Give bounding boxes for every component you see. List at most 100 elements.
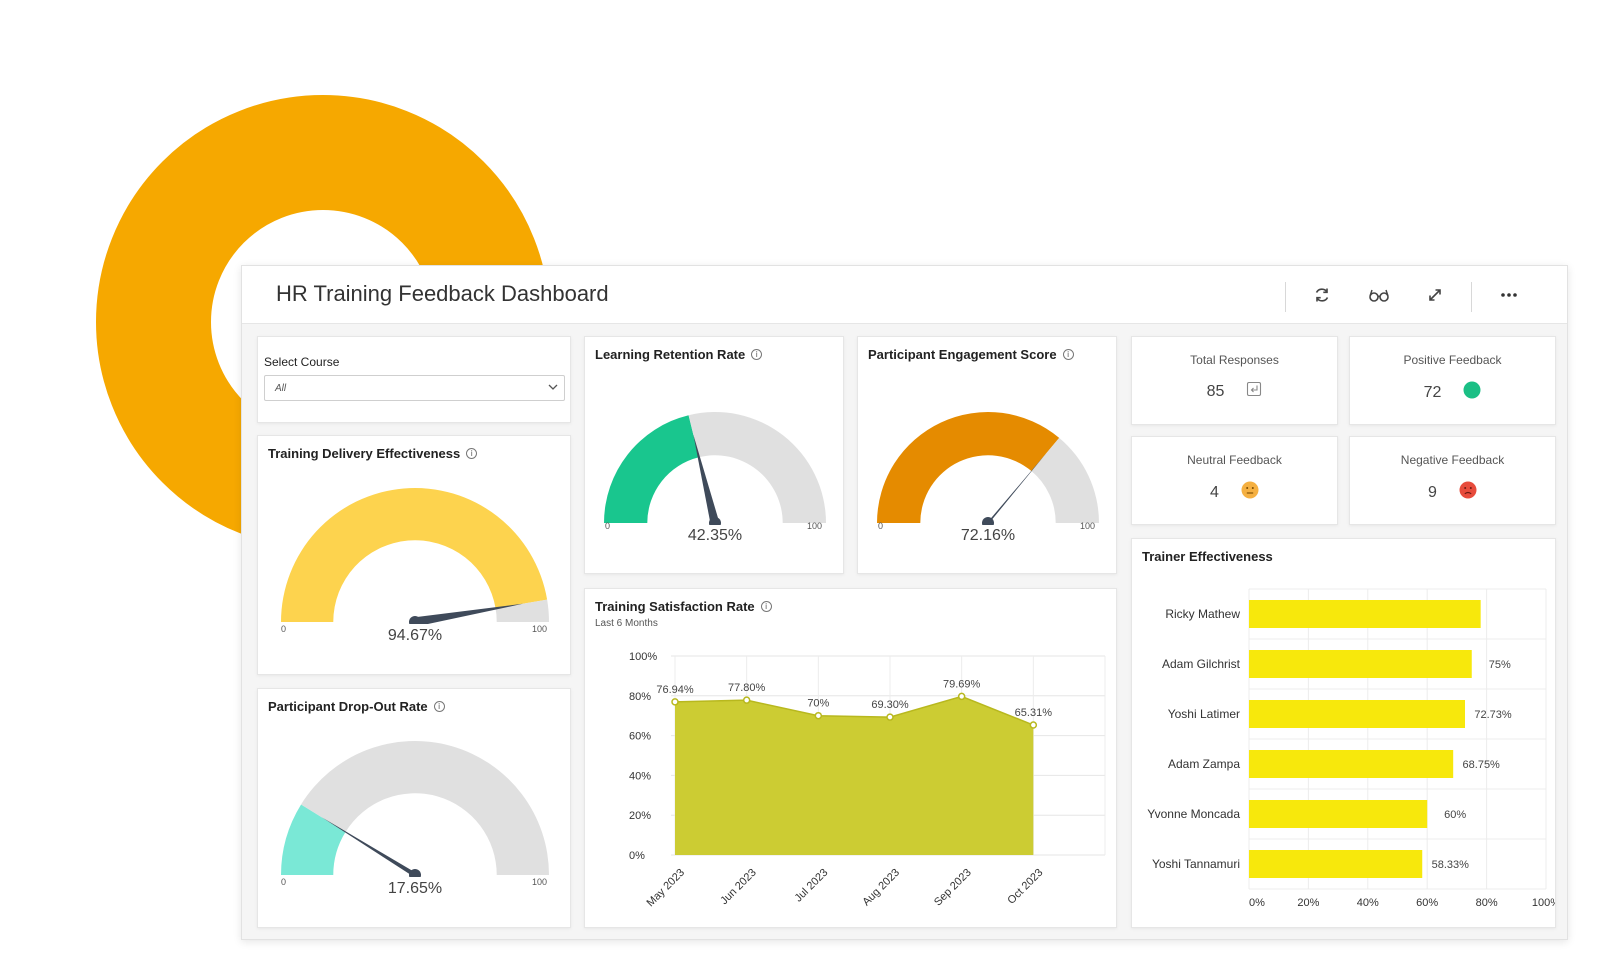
card-title-text: Participant Engagement Score <box>868 347 1057 362</box>
satisfaction-rate-title: Training Satisfaction Rate i <box>595 599 772 614</box>
neutral-face-icon <box>1241 481 1259 504</box>
info-icon[interactable]: i <box>751 349 763 360</box>
gauge-max-label: 100 <box>532 877 548 887</box>
delivery-gauge <box>281 488 549 624</box>
kpi-row: 72 <box>1350 381 1555 404</box>
glasses-icon[interactable] <box>1367 283 1391 307</box>
data-point[interactable] <box>742 696 751 704</box>
data-point[interactable] <box>671 698 679 706</box>
data-label: 68.75% <box>1463 759 1501 771</box>
course-select-value: All <box>275 383 287 394</box>
data-label: 65.31% <box>1015 707 1053 719</box>
satisfaction-line <box>674 695 1034 726</box>
data-label: 75% <box>1489 659 1511 671</box>
title-bar: HR Training Feedback Dashboard <box>242 266 1567 324</box>
info-icon[interactable]: i <box>1062 349 1074 360</box>
retention-gauge-value: 42.35% <box>687 527 743 544</box>
dashboard-window: HR Training Feedback Dashboard Select Co… <box>241 265 1568 940</box>
toolbar-divider <box>1471 282 1472 312</box>
x-tick-label: Jul 2023 <box>793 867 831 905</box>
kpi-row: 9 <box>1350 481 1555 504</box>
dashboard-title: HR Training Feedback Dashboard <box>276 281 609 306</box>
info-icon[interactable]: i <box>433 701 445 712</box>
delivery-effectiveness-card: Training Delivery Effectiveness i 0 100 … <box>257 435 571 675</box>
card-title-text: Training Delivery Effectiveness <box>268 446 461 461</box>
trainer-name-label: Adam Gilchrist <box>1162 657 1241 671</box>
satisfaction-rate-card: Training Satisfaction Rate i Last 6 Mont… <box>584 588 1117 928</box>
gauge-min-label: 0 <box>281 877 287 887</box>
gauge-needle <box>985 453 1047 525</box>
trainer-bar[interactable] <box>1249 650 1472 678</box>
trainer-name-label: Yoshi Tannamuri <box>1152 857 1240 871</box>
chevron-down-icon <box>546 380 560 399</box>
trainer-name-label: Yvonne Moncada <box>1147 807 1240 821</box>
total-responses-value: 85 <box>1206 382 1225 400</box>
gauge-max-label: 100 <box>532 624 548 634</box>
x-tick-label: 60% <box>1416 897 1438 909</box>
sad-face-icon <box>1459 481 1477 504</box>
kpi-label: Neutral Feedback <box>1187 453 1282 467</box>
data-label: 70% <box>807 698 829 710</box>
info-icon[interactable]: i <box>760 601 772 612</box>
trainer-bar[interactable] <box>1249 700 1466 728</box>
data-point[interactable] <box>1029 721 1038 729</box>
data-label: 69.30% <box>871 699 909 711</box>
trainer-effectiveness-card: Trainer Effectiveness 0% 20% 40% 60% 80% 100%… <box>1131 538 1556 928</box>
gauge-max-label: 100 <box>1080 521 1096 531</box>
retention-rate-card: Learning Retention Rate i 0 100 42.35% <box>584 336 844 574</box>
x-tick-label: Aug 2023 <box>860 867 902 909</box>
trainer-name-label: Ricky Mathew <box>1165 607 1240 621</box>
trainer-bar[interactable] <box>1249 750 1454 778</box>
reply-icon <box>1246 381 1262 402</box>
card-title-text: Training Satisfaction Rate <box>595 599 755 614</box>
gauge-min-label: 0 <box>878 521 884 531</box>
course-filter-card: Select Course All <box>257 336 571 423</box>
delivery-effectiveness-title: Training Delivery Effectiveness i <box>268 446 478 461</box>
gauge-min-label: 0 <box>605 521 611 531</box>
more-icon[interactable] <box>1497 283 1521 307</box>
dropout-gauge-value: 17.65% <box>387 880 443 897</box>
trainer-bar[interactable] <box>1249 800 1428 828</box>
total-responses-card: Total Responses 85 <box>1131 336 1338 425</box>
trainer-effectiveness-title: Trainer Effectiveness <box>1142 549 1273 564</box>
refresh-icon[interactable] <box>1310 283 1334 307</box>
data-label: 77.80% <box>728 682 766 694</box>
data-point[interactable] <box>814 711 823 720</box>
gauge-value-arc <box>281 488 548 622</box>
neutral-feedback-value: 4 <box>1210 483 1219 501</box>
kpi-row: 4 <box>1132 481 1337 504</box>
dropout-rate-title: Participant Drop-Out Rate i <box>268 699 445 714</box>
info-icon[interactable]: i <box>466 448 478 459</box>
card-title-text: Trainer Effectiveness <box>1142 549 1273 564</box>
trainer-bar-chart: 0% 20% 40% 60% 80% 100% Ricky Mathew Adam Gilch… <box>1147 588 1555 909</box>
data-point[interactable] <box>957 692 966 701</box>
course-select[interactable]: All <box>264 375 565 401</box>
y-tick-label: 80% <box>629 691 651 703</box>
delivery-gauge-value: 94.67% <box>387 627 443 644</box>
gauge-remainder-arc <box>688 412 826 523</box>
x-tick-label: Sep 2023 <box>932 867 974 909</box>
gauge-needle-hub <box>409 869 421 877</box>
negative-feedback-card: Negative Feedback 9 <box>1349 436 1556 525</box>
y-tick-label: 60% <box>629 731 651 743</box>
kpi-label: Positive Feedback <box>1403 353 1502 367</box>
positive-feedback-card: Positive Feedback 72 <box>1349 336 1556 425</box>
x-tick-label: 80% <box>1476 897 1498 909</box>
retention-gauge <box>604 412 826 525</box>
data-label: 58.33% <box>1432 859 1470 871</box>
data-label: 72.73% <box>1474 709 1512 721</box>
gauge-min-label: 0 <box>281 624 287 634</box>
trainer-bar[interactable] <box>1249 850 1423 878</box>
green-dot-icon <box>1463 381 1481 404</box>
expand-icon[interactable] <box>1423 283 1447 307</box>
trainer-bar[interactable] <box>1249 600 1481 628</box>
kpi-label: Negative Feedback <box>1400 453 1505 467</box>
dropout-gauge <box>281 741 549 877</box>
trainer-name-label: Yoshi Latimer <box>1168 707 1240 721</box>
satisfaction-area-chart: 0% 20% 40% 60% 80% 100% 76.94% May 2023 77.80% Ju… <box>629 651 1106 909</box>
gauge-needle-hub <box>982 517 994 525</box>
gauge-remainder-arc <box>301 741 549 875</box>
x-tick-label: Oct 2023 <box>1005 867 1045 907</box>
gauge-max-label: 100 <box>807 521 823 531</box>
data-point[interactable] <box>886 713 894 721</box>
